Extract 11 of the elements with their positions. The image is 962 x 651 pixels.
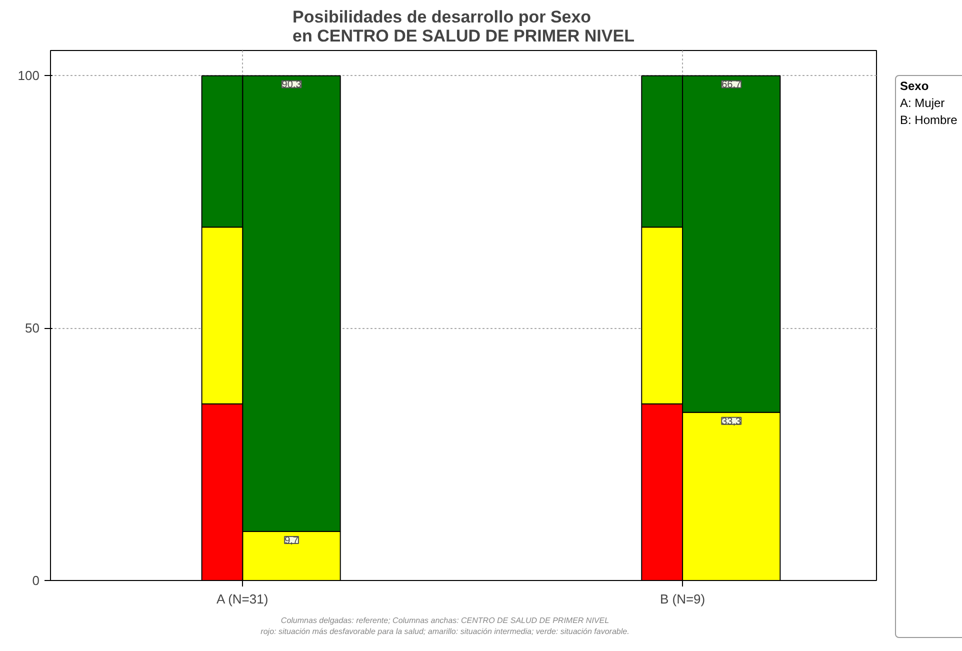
text: Columnas delgadas: referente; Columnas anchas: CENTRO DE SALUD DE PRIMER NIVEL: [280, 616, 610, 625]
x-tick-label: B (N=9): [660, 592, 706, 606]
y-tick-label: 100: [18, 68, 40, 84]
y-tick-label: 0: [32, 573, 40, 588]
text: B: Hombre: [900, 113, 958, 128]
text: A: Mujer: [900, 96, 945, 110]
legend-title: Sexo: [900, 79, 929, 93]
y-tick-label: 50: [25, 320, 40, 336]
text: rojo: situación más desfavorable para la salud; amarillo: situación intermedia; verde: situación favorable.: [260, 627, 630, 636]
x-tick-label: A (N=31): [216, 592, 268, 606]
chart-title: Posibilidades de desarrollo por Sexo en CENTRO DE SALUD DE PRIMER NIVEL: [292, 8, 634, 46]
